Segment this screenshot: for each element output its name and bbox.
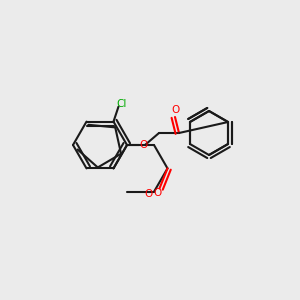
Text: O: O	[171, 105, 179, 115]
Text: Cl: Cl	[116, 99, 127, 109]
Text: O: O	[145, 189, 153, 199]
Text: O: O	[139, 140, 147, 150]
Text: O: O	[153, 188, 162, 198]
